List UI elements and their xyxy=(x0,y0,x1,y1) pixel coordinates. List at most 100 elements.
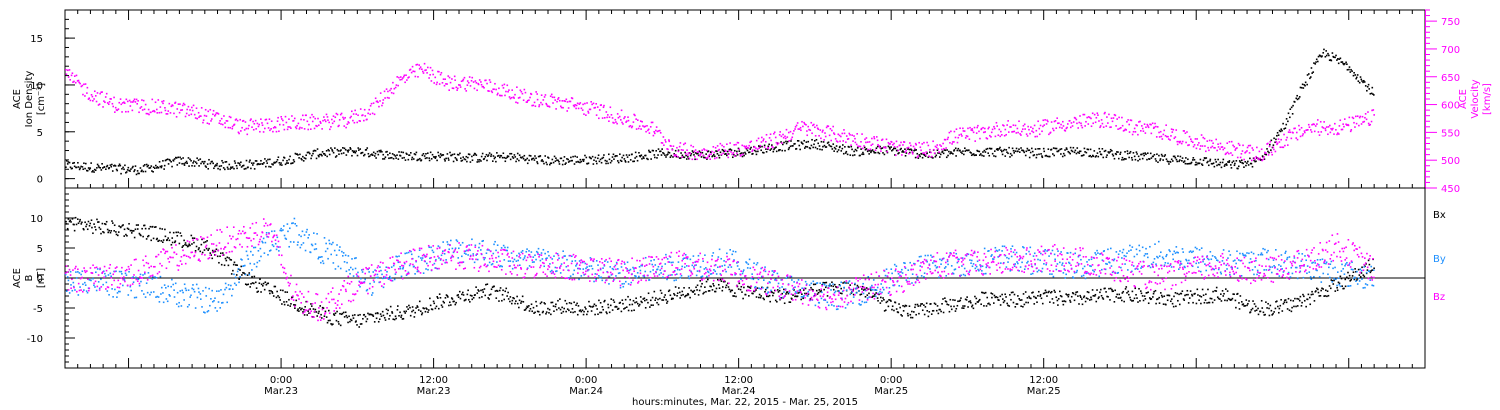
data-point xyxy=(1276,142,1279,145)
data-point xyxy=(100,169,103,171)
data-point xyxy=(290,162,292,165)
data-point xyxy=(195,162,198,165)
data-point xyxy=(1319,294,1322,297)
data-point xyxy=(505,90,507,93)
data-point xyxy=(1325,50,1327,52)
data-point xyxy=(346,316,349,319)
data-point xyxy=(1323,295,1325,297)
data-point xyxy=(1158,296,1160,299)
data-point xyxy=(281,164,283,166)
data-point xyxy=(150,111,152,114)
data-point xyxy=(1161,138,1164,140)
data-point xyxy=(185,244,188,247)
data-point xyxy=(1369,92,1372,95)
data-point xyxy=(538,104,541,106)
data-point xyxy=(883,310,886,312)
data-point xyxy=(1050,290,1053,293)
data-point xyxy=(1246,162,1248,164)
data-point xyxy=(1235,306,1237,309)
data-point xyxy=(448,304,450,307)
data-point xyxy=(206,122,209,125)
data-point xyxy=(75,74,78,77)
data-point xyxy=(492,155,495,157)
data-point xyxy=(1152,127,1155,129)
data-point xyxy=(591,155,594,158)
data-point xyxy=(388,97,390,99)
data-point xyxy=(869,288,872,290)
data-point xyxy=(572,104,575,107)
data-point xyxy=(1371,86,1374,89)
data-point xyxy=(1179,159,1181,161)
data-point xyxy=(1141,295,1144,297)
data-point xyxy=(402,317,405,320)
data-point xyxy=(278,130,280,133)
data-point xyxy=(1101,297,1104,299)
data-point xyxy=(773,131,776,134)
data-point xyxy=(186,305,189,308)
data-point xyxy=(523,154,526,157)
data-point xyxy=(1336,59,1338,61)
data-point xyxy=(890,141,893,143)
data-point xyxy=(88,97,91,100)
data-point xyxy=(917,157,920,159)
data-point xyxy=(965,135,968,137)
data-point xyxy=(904,151,907,153)
data-point xyxy=(327,119,329,121)
data-point xyxy=(592,102,595,105)
data-point xyxy=(680,152,682,154)
data-point xyxy=(247,127,250,130)
data-point xyxy=(1115,125,1117,127)
data-point xyxy=(1172,160,1174,162)
data-point xyxy=(323,152,326,155)
data-point xyxy=(923,152,926,154)
data-point xyxy=(1095,300,1098,303)
data-point xyxy=(1055,296,1058,299)
data-point xyxy=(544,94,547,96)
data-point xyxy=(173,158,176,160)
data-point xyxy=(70,221,72,223)
data-point xyxy=(725,150,727,153)
data-point xyxy=(540,101,542,104)
data-point xyxy=(274,126,277,129)
data-point xyxy=(1190,161,1193,164)
data-point xyxy=(217,301,220,303)
data-point xyxy=(1028,149,1031,151)
data-point xyxy=(105,92,108,95)
data-point xyxy=(946,138,949,141)
data-point xyxy=(945,156,948,159)
data-point xyxy=(1221,146,1224,148)
data-point xyxy=(851,134,853,136)
data-point xyxy=(160,165,163,167)
data-point xyxy=(253,122,256,125)
data-point xyxy=(442,300,445,303)
data-point xyxy=(1071,125,1074,127)
data-point xyxy=(241,274,243,276)
data-point xyxy=(1012,291,1014,294)
data-point xyxy=(982,151,984,153)
data-point xyxy=(84,83,87,85)
data-point xyxy=(821,131,824,133)
data-point xyxy=(969,126,971,129)
data-point xyxy=(315,157,318,160)
data-point xyxy=(327,309,330,312)
data-point xyxy=(570,156,572,159)
data-point xyxy=(230,259,233,261)
data-point xyxy=(1333,56,1335,59)
data-point xyxy=(589,108,592,111)
data-point xyxy=(731,156,734,159)
data-point xyxy=(875,136,878,138)
data-point xyxy=(1188,135,1191,138)
data-point xyxy=(605,311,608,313)
data-point xyxy=(95,271,97,274)
data-point xyxy=(1285,139,1288,141)
data-point xyxy=(1366,89,1368,92)
data-point xyxy=(329,319,331,322)
data-point xyxy=(1116,118,1118,120)
data-point xyxy=(1208,149,1210,152)
data-point xyxy=(220,117,223,120)
data-point xyxy=(394,86,397,89)
data-point xyxy=(961,307,963,309)
data-point xyxy=(961,135,963,137)
data-point xyxy=(1066,126,1068,129)
data-point xyxy=(185,160,188,163)
